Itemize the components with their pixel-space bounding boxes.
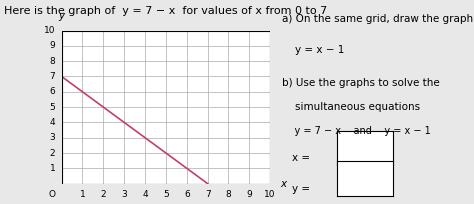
Text: a) On the same grid, draw the graph of: a) On the same grid, draw the graph of (282, 14, 474, 24)
Text: 9: 9 (50, 41, 55, 50)
Text: Here is the graph of  y = 7 − x  for values of x from 0 to 7: Here is the graph of y = 7 − x for value… (4, 6, 328, 16)
Text: b) Use the graphs to solve the: b) Use the graphs to solve the (282, 78, 440, 88)
Text: 2: 2 (50, 149, 55, 157)
Text: y = 7 − x    and    y = x − 1: y = 7 − x and y = x − 1 (282, 126, 431, 136)
Text: 3: 3 (50, 133, 55, 142)
Text: 2: 2 (100, 190, 106, 199)
Text: 6: 6 (184, 190, 190, 199)
Text: y =: y = (292, 184, 310, 194)
Text: 7: 7 (205, 190, 210, 199)
Text: 3: 3 (121, 190, 127, 199)
Text: 5: 5 (163, 190, 169, 199)
Text: 4: 4 (142, 190, 148, 199)
Text: x: x (281, 178, 287, 189)
Text: simultaneous equations: simultaneous equations (282, 102, 420, 112)
Text: x =: x = (292, 153, 310, 163)
Text: 6: 6 (50, 87, 55, 96)
Text: O: O (48, 190, 55, 199)
Text: 1: 1 (50, 164, 55, 173)
Text: 1: 1 (80, 190, 85, 199)
Text: 10: 10 (264, 190, 276, 199)
Text: 4: 4 (50, 118, 55, 127)
Text: 5: 5 (50, 103, 55, 112)
Text: 8: 8 (226, 190, 231, 199)
Text: 9: 9 (246, 190, 252, 199)
Text: 7: 7 (50, 72, 55, 81)
Text: 8: 8 (50, 57, 55, 66)
Text: y: y (59, 11, 64, 21)
Text: y = x − 1: y = x − 1 (282, 45, 345, 55)
Text: 10: 10 (44, 26, 55, 35)
